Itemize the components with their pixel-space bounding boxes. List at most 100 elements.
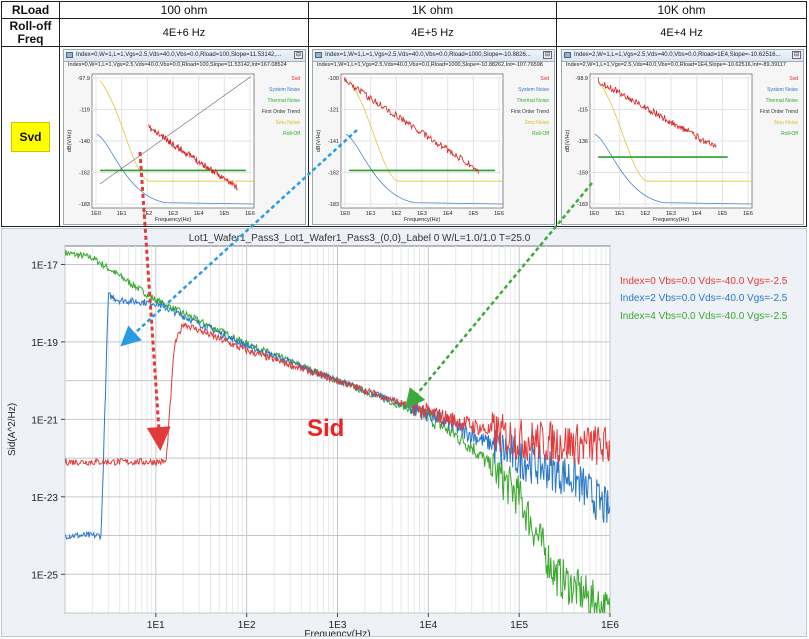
rolloff-value-3: 4E+4 Hz xyxy=(557,19,806,47)
mini-y-tick-label: -159 xyxy=(577,171,588,177)
mini-x-tick-label: 1E6 xyxy=(245,211,255,217)
mini-legend-entry: Thermal Noise xyxy=(267,98,300,104)
mini-x-axis-label: Frequency(Hz) xyxy=(155,217,192,223)
mini-x-tick-label: 1E6 xyxy=(494,211,504,217)
mini-y-tick-label: -141 xyxy=(328,139,339,145)
mini-x-tick-label: 1E2 xyxy=(142,211,152,217)
mini-y-tick-label: -119 xyxy=(79,108,90,114)
mini-y-tick-label: -183 xyxy=(577,202,588,208)
mini-curve-smu-noise xyxy=(597,80,752,182)
y-tick-label: 1E-19 xyxy=(31,338,58,349)
mini-curve-svd xyxy=(343,77,480,174)
window-icon xyxy=(66,52,73,58)
rolloff-value-2: 4E+5 Hz xyxy=(309,19,557,47)
mini-y-tick-label: -121 xyxy=(328,108,339,114)
mini-y-axis-label: dB(V/Hz) xyxy=(67,130,73,152)
mini-x-axis-label: Frequency(Hz) xyxy=(404,217,441,223)
mini-legend-entry: Roll-Off xyxy=(781,131,798,137)
mini-x-tick-label: 1E1 xyxy=(117,211,127,217)
x-tick-label: 1E6 xyxy=(601,620,619,631)
y-axis-label: Sid(A^2/Hz) xyxy=(7,403,18,456)
mini-legend-entry: Smu Noise xyxy=(276,120,301,126)
y-tick-label: 1E-17 xyxy=(31,260,58,271)
y-tick-label: 1E-25 xyxy=(31,570,58,581)
x-tick-label: 1E1 xyxy=(147,620,165,631)
x-axis-label: Frequency(Hz) xyxy=(304,629,370,636)
window-icon xyxy=(315,52,322,58)
mini-y-axis-label: dB(V/Hz) xyxy=(565,130,571,152)
mini-legend-entry: First Order Trend xyxy=(262,109,300,115)
mini-y-axis-label: dB(V/Hz) xyxy=(316,130,322,152)
window-control-icon[interactable]: ⊟ xyxy=(294,51,303,59)
mini-legend-entry: Svd xyxy=(291,76,300,82)
mini-x-tick-label: 1E1 xyxy=(366,211,376,217)
window-control-icon[interactable]: ⊟ xyxy=(792,51,801,59)
y-tick-label: 1E-23 xyxy=(31,493,58,504)
row-label-cell: Svd xyxy=(2,47,60,226)
mini-x-tick-label: 1E4 xyxy=(443,211,453,217)
mini-x-tick-label: 1E6 xyxy=(743,211,753,217)
mini-legend-entry: Roll-Off xyxy=(532,131,549,137)
mini-y-tick-label: -97.9 xyxy=(77,76,90,82)
mini-curve-system-noise xyxy=(594,133,753,205)
mini-x-tick-label: 1E3 xyxy=(666,211,676,217)
y-tick-label: 1E-21 xyxy=(31,415,58,426)
mini-legend-entry: Thermal Noise xyxy=(765,98,798,104)
column-header-rload-3: 10K ohm xyxy=(557,2,806,19)
mini-x-tick-label: 1E5 xyxy=(468,211,478,217)
comparison-table: RLoad 100 ohm 1K ohm 10K ohm Roll-off Fr… xyxy=(1,1,807,227)
legend-entry-index-4: Index=4 Vbs=0.0 Vds=-40.0 Vgs=-2.5 xyxy=(620,311,788,322)
column-header-rload-2: 1K ohm xyxy=(309,2,557,19)
header-rolloff: Roll-off Freq xyxy=(2,19,60,47)
mini-legend-entry: Smu Noise xyxy=(774,120,799,126)
mini-window-titlebar: Index=0,W=1,L=1,Vgs=2.5,Vds=40.0,Vbs=0.0… xyxy=(64,50,305,62)
mini-legend-entry: Smu Noise xyxy=(525,120,550,126)
x-tick-label: 1E2 xyxy=(238,620,256,631)
mini-x-tick-label: 1E4 xyxy=(692,211,702,217)
mini-plot-subtitle: Index=1,W=1,L=1,Vgs=2.5,Vds=40.0,Vbs=0.0… xyxy=(317,62,543,68)
mini-plot-window-2: Index=1,W=1,L=1,Vgs=2.5,Vds=40.0,Vbs=0.0… xyxy=(312,49,555,225)
mini-y-tick-label: -98.9 xyxy=(575,76,588,82)
x-tick-label: 1E5 xyxy=(510,620,528,631)
svd-label: Svd xyxy=(11,121,50,152)
mini-y-tick-label: -136 xyxy=(577,139,588,145)
mini-x-tick-label: 1E0 xyxy=(589,211,599,217)
mini-legend-entry: System Noise xyxy=(518,87,549,93)
mini-window-titlebar: Index=2,W=1,L=1,Vgs=2.5,Vds=40.0,Vbs=0.0… xyxy=(562,50,803,62)
mini-legend-entry: System Noise xyxy=(767,87,798,93)
mini-window-titlebar: Index=1,W=1,L=1,Vgs=2.5,Vds=40.0,Vbs=0.0… xyxy=(313,50,554,62)
mini-legend-entry: First Order Trend xyxy=(760,109,798,115)
mini-x-tick-label: 1E0 xyxy=(91,211,101,217)
mini-x-tick-label: 1E1 xyxy=(615,211,625,217)
mini-curve-smu-noise xyxy=(348,80,503,182)
mini-x-tick-label: 1E0 xyxy=(340,211,350,217)
mini-curve-svd xyxy=(597,77,717,148)
mini-x-tick-label: 1E4 xyxy=(194,211,204,217)
mini-y-tick-label: -162 xyxy=(328,171,339,177)
main-chart: 1E1 1E2 1E3 1E4 1E5 1E6 1E-17 1E-19 1E-21 1E-23 1E… xyxy=(7,233,619,636)
series-line-0 xyxy=(65,322,610,468)
mini-cell-2 xyxy=(309,47,557,226)
mini-y-tick-label: -100 xyxy=(328,76,339,82)
mini-x-tick-label: 1E5 xyxy=(717,211,727,217)
mini-y-tick-label: -183 xyxy=(328,202,339,208)
legend-entry-index-2: Index=2 Vbs=0.0 Vds=-40.0 Vgs=-2.5 xyxy=(620,293,788,304)
window-control-icon[interactable]: ⊟ xyxy=(543,51,552,59)
chart-title: Lot1_Wafer1_Pass3_Lot1_Wafer1_Pass3_(0,0… xyxy=(189,233,531,244)
mini-x-axis-label: Frequency(Hz) xyxy=(653,217,690,223)
window-icon xyxy=(564,52,571,58)
mini-legend-entry: System Noise xyxy=(269,87,300,93)
mini-plot-subtitle: Index=2,W=1,L=1,Vgs=2.5,Vds=40.0,Vbs=0.0… xyxy=(566,62,786,68)
mini-y-tick-label: -115 xyxy=(577,108,588,114)
rolloff-value-1: 4E+6 Hz xyxy=(60,19,309,47)
mini-window-title: Index=2,W=1,L=1,Vgs=2.5,Vds=40.0,Vbs=0.0… xyxy=(574,52,781,58)
mini-y-tick-label: -162 xyxy=(79,171,90,177)
header-rload: RLoad xyxy=(2,2,60,19)
mini-plot-subtitle: Index=0,W=1,L=1,Vgs=2.5,Vds=40.0,Vbs=0.0… xyxy=(68,62,287,68)
mini-legend-entry: Svd xyxy=(789,76,798,82)
mini-plot-window-3: Index=2,W=1,L=1,Vgs=2.5,Vds=40.0,Vbs=0.0… xyxy=(561,49,804,225)
mini-y-tick-label: -183 xyxy=(79,202,90,208)
